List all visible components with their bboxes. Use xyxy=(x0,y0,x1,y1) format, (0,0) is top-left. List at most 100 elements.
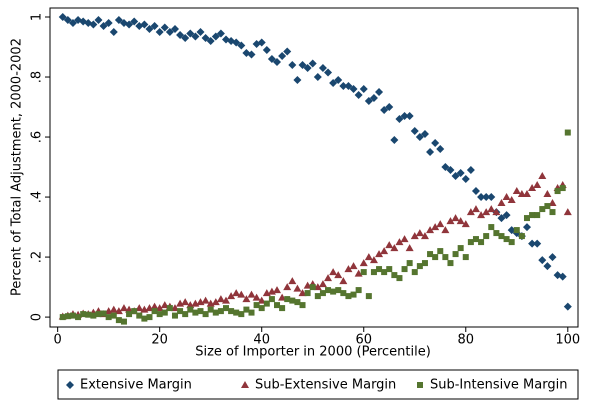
point xyxy=(140,20,149,29)
point xyxy=(125,305,134,313)
point xyxy=(227,292,236,300)
point xyxy=(126,311,133,318)
point xyxy=(145,25,154,34)
point xyxy=(446,166,455,175)
point xyxy=(431,139,440,148)
point xyxy=(554,188,561,195)
point xyxy=(456,169,465,178)
point xyxy=(182,311,189,318)
point xyxy=(375,250,384,258)
point xyxy=(75,314,82,321)
point xyxy=(381,269,388,276)
legend-box xyxy=(57,369,579,400)
point xyxy=(538,172,547,180)
point xyxy=(288,61,297,70)
point xyxy=(329,79,338,88)
point xyxy=(522,223,531,232)
legend-marker xyxy=(66,381,74,389)
point xyxy=(228,308,235,315)
point xyxy=(299,302,306,309)
point xyxy=(451,214,460,222)
point xyxy=(483,233,490,240)
point xyxy=(406,260,413,267)
point xyxy=(274,302,281,309)
legend-marker xyxy=(241,381,249,388)
point xyxy=(431,223,440,231)
point xyxy=(258,305,265,312)
point xyxy=(141,315,148,322)
point xyxy=(355,287,362,294)
point xyxy=(313,283,322,291)
point xyxy=(369,256,378,264)
point xyxy=(466,208,475,216)
point xyxy=(558,272,567,281)
point xyxy=(318,280,327,288)
point xyxy=(197,308,204,315)
point xyxy=(370,269,377,276)
point xyxy=(105,314,112,321)
point xyxy=(462,254,469,261)
x-tick-label: 20 xyxy=(151,333,168,348)
plot-frame xyxy=(49,7,579,328)
point xyxy=(248,309,255,316)
point xyxy=(232,289,241,297)
point xyxy=(206,37,215,46)
point xyxy=(498,233,505,240)
point xyxy=(477,193,486,202)
point xyxy=(120,318,127,325)
point xyxy=(354,269,363,277)
point xyxy=(247,50,256,59)
point xyxy=(339,82,348,91)
point xyxy=(165,28,174,37)
point xyxy=(90,312,97,319)
point xyxy=(497,199,506,207)
point xyxy=(415,229,424,237)
point xyxy=(472,236,479,243)
point xyxy=(233,309,240,316)
point xyxy=(488,224,495,231)
point xyxy=(155,28,164,37)
point xyxy=(507,196,516,204)
point xyxy=(324,68,333,77)
point xyxy=(478,239,485,246)
point xyxy=(196,28,205,37)
point xyxy=(252,293,261,301)
point xyxy=(471,187,480,196)
point xyxy=(223,305,229,312)
point xyxy=(237,41,246,50)
point xyxy=(217,308,224,315)
point xyxy=(85,311,92,318)
point xyxy=(340,290,347,297)
point xyxy=(238,311,245,318)
point xyxy=(497,214,506,223)
point xyxy=(452,251,459,258)
point xyxy=(288,277,297,285)
point xyxy=(457,245,464,252)
point xyxy=(114,16,123,25)
point xyxy=(135,304,144,312)
point xyxy=(564,129,571,136)
point xyxy=(405,112,414,121)
point xyxy=(161,309,168,316)
point xyxy=(451,172,460,181)
point xyxy=(58,13,67,22)
point xyxy=(354,91,363,100)
point xyxy=(477,211,486,219)
point xyxy=(330,288,337,295)
point xyxy=(304,290,311,297)
point xyxy=(466,166,475,175)
point xyxy=(350,291,357,298)
point xyxy=(136,312,143,319)
point xyxy=(156,311,163,318)
point xyxy=(207,306,214,313)
point xyxy=(380,247,389,255)
point xyxy=(171,312,178,319)
point xyxy=(563,302,572,311)
point xyxy=(114,307,123,315)
point xyxy=(201,34,210,43)
point xyxy=(359,259,368,267)
point xyxy=(257,38,266,47)
point xyxy=(109,28,118,37)
